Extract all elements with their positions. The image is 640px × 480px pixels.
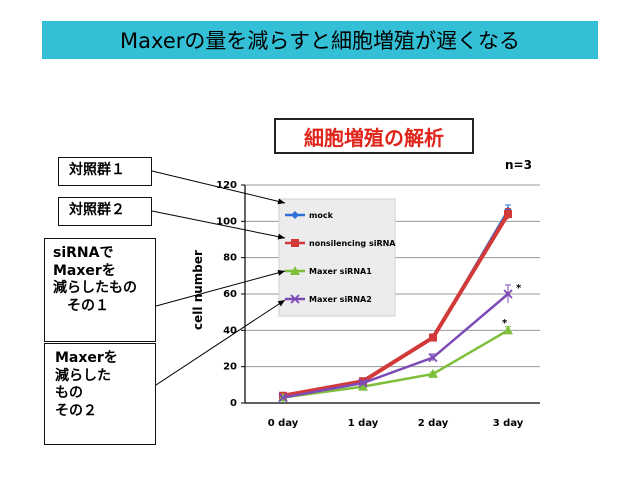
y-tick-label: 120 [216,180,237,191]
callout-maxer-2: Maxerを 減らした もの その２ [44,343,156,445]
callout-control-2: 対照群２ [58,197,152,226]
legend-marker [291,211,299,219]
data-point [428,368,438,378]
callout-maxer-1: siRNAで Maxerを 減らしたもの その１ [44,238,156,342]
y-tick-label: 20 [223,362,237,373]
significance-star: * [502,318,508,329]
legend-marker [290,266,300,275]
axes [241,184,540,404]
data-point [358,378,368,388]
x-tick-labels: 0 day 1 day 2 day 3 day [268,418,524,429]
y-tick-label: 80 [223,253,237,264]
marker-stroke [428,352,438,363]
y-tick-label: 0 [230,398,237,409]
x-tick-label: 3 day [493,418,524,429]
y-tick-label: 40 [223,325,237,336]
legend: mock nonsilencing siRNA Maxer siRNA1 Maxer … [278,198,396,317]
data-point [429,333,437,342]
chart-title-text: 細胞増殖の解析 [304,125,444,150]
significance-annotations: ** [502,283,522,329]
sample-size-label: n=3 [505,158,532,172]
marker-stroke [290,294,300,304]
data-point [278,392,288,403]
data-point [358,381,368,391]
data-point [503,289,513,299]
y-tick-labels: 0 20 40 60 80 100 120 [216,180,237,409]
legend-marker [290,294,300,304]
series-line [282,293,509,399]
y-tick-label: 100 [216,216,237,227]
x-tick-label: 0 day [268,418,299,429]
page-banner: Maxerの量を減らすと細胞増殖が遅くなる [42,21,598,59]
legend-entry: nonsilencing siRNA [309,239,396,248]
y-tick-label: 60 [223,289,237,300]
legend-entry: mock [309,211,334,220]
callout-arrow [151,170,286,205]
x-tick-label: 2 day [418,418,449,429]
legend-entry: Maxer siRNA1 [309,267,372,276]
series-line [282,329,509,399]
x-tick-label: 1 day [348,418,379,429]
callout-arrows [151,170,286,386]
callout-arrow [155,269,286,307]
marker-stroke [503,289,513,299]
series-line [282,213,510,398]
callout-arrow [155,299,286,386]
legend-marker [291,239,299,247]
chart-title: 細胞増殖の解析 [274,118,474,154]
marker-stroke [278,392,288,403]
callout-control-1: 対照群１ [58,157,152,186]
legend-entry: Maxer siRNA2 [309,295,372,304]
callout-arrow [151,210,286,240]
marker-stroke [358,378,368,388]
series-group [278,204,513,403]
significance-star: * [516,283,522,294]
data-point [503,325,513,335]
banner-title: Maxerの量を減らすと細胞増殖が遅くなる [120,29,520,53]
data-point [504,210,512,219]
data-point [428,352,438,363]
